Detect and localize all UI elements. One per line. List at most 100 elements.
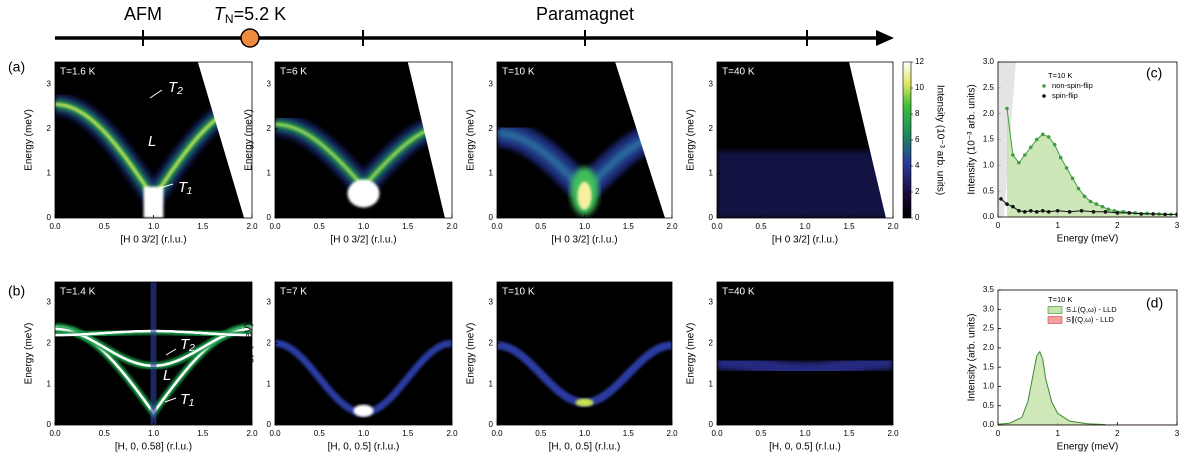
- y-axis-label: Intensity (10⁻³ arb. units): [967, 84, 978, 194]
- data-point: [1094, 202, 1099, 206]
- x-tick-label: 2: [1115, 221, 1120, 230]
- colorbar-label: Intensity (10⁻³ arb. units): [934, 85, 945, 195]
- x-axis-label: [H 0 3/2] (r.l.u.): [551, 235, 617, 246]
- y-axis-label: Energy (meV): [686, 323, 697, 385]
- y-tick-label: 1: [267, 379, 272, 388]
- x-tick-label: 0.5: [755, 222, 767, 231]
- annotation-arrow: [149, 89, 163, 99]
- y-tick-label: 3: [47, 298, 52, 307]
- heatmap-image: [55, 62, 252, 218]
- data-point: [1005, 202, 1009, 206]
- y-tick-label: 0: [47, 420, 52, 429]
- annotation: L: [163, 367, 171, 384]
- no-data-region: [197, 62, 252, 218]
- x-tick-label: 2.0: [666, 429, 678, 438]
- x-tick-label: 2.0: [887, 429, 899, 438]
- data-point: [1052, 142, 1057, 147]
- y-tick-label: 2: [489, 124, 494, 133]
- legend-label: spin-flip: [1052, 91, 1078, 100]
- x-tick-label: 0.5: [99, 429, 111, 438]
- heatmap-image: [497, 62, 672, 218]
- y-tick-label: 1.0: [983, 382, 995, 391]
- x-tick-label: 2.0: [887, 222, 899, 231]
- y-tick-label: 3: [47, 79, 52, 88]
- data-point: [1046, 135, 1051, 139]
- data-point: [1076, 186, 1081, 191]
- intensity-spot: [353, 404, 374, 417]
- y-tick-label: 2.0: [983, 343, 995, 352]
- heatmap-image: [717, 62, 893, 218]
- y-tick-label: 2: [47, 338, 52, 347]
- y-tick-label: 0: [489, 213, 494, 222]
- heatmap-panel: 0.0 0.5 1.0 1.5 2.0 0 1 2 3 [H 0 3/2] (r.l.u.) Ene…: [244, 61, 458, 246]
- y-tick-label: 0: [267, 213, 272, 222]
- heatmap-background: [717, 282, 893, 425]
- y-tick-label: 1: [47, 379, 52, 388]
- panel-label: (d): [1146, 295, 1163, 311]
- data-point: [1058, 155, 1063, 160]
- colorbar-tick-label: 4: [915, 161, 920, 170]
- x-tick-label: 0.0: [49, 222, 61, 231]
- transition-symbol: T: [214, 4, 227, 24]
- y-tick-label: 1: [47, 169, 52, 178]
- y-tick-label: 1: [709, 169, 714, 178]
- annotation-arrow: [165, 348, 177, 356]
- x-tick-label: 0.5: [535, 429, 547, 438]
- transition-subscript: N: [225, 12, 234, 26]
- panel-title: T=7 K: [280, 287, 307, 298]
- colorbar-gradient: [902, 61, 912, 219]
- data-point: [1088, 199, 1093, 204]
- data-point: [1103, 210, 1108, 214]
- y-tick-label: 2: [709, 124, 714, 133]
- legend-swatch: [1047, 306, 1063, 314]
- x-tick-label: 1.5: [402, 222, 414, 231]
- panel-label: (b): [8, 283, 25, 299]
- x-axis-label: [H 0 3/2] (r.l.u.): [330, 235, 396, 246]
- intensity-spot: [143, 186, 164, 218]
- y-tick-label: 3: [489, 79, 494, 88]
- x-tick-label: 0.0: [49, 429, 61, 438]
- y-axis-label: Energy (meV): [24, 109, 35, 171]
- intensity-haze: [717, 151, 893, 218]
- annotation: T₂: [180, 336, 195, 353]
- series-area: [1006, 108, 1172, 217]
- x-axis-label: [H 0 3/2] (r.l.u.): [120, 235, 186, 246]
- y-tick-label: 0: [489, 420, 494, 429]
- panel-label: (c): [1146, 65, 1162, 81]
- data-point: [1175, 212, 1177, 217]
- y-tick-label: 3.0: [983, 57, 995, 66]
- annotation: T₂: [168, 79, 183, 96]
- x-tick-label: 1.5: [623, 222, 635, 231]
- y-tick-label: 2: [267, 338, 272, 347]
- x-tick-label: 0.0: [269, 429, 281, 438]
- x-tick-label: 0.5: [314, 429, 326, 438]
- colorbar-tick-label: 0: [915, 213, 920, 222]
- y-tick-label: 3: [709, 298, 714, 307]
- y-tick-label: 0: [709, 213, 714, 222]
- heatmap-image: [497, 282, 672, 425]
- y-tick-label: 3.5: [983, 285, 995, 294]
- data-point: [1127, 211, 1132, 215]
- heatmap-panel: 0.0 0.5 1.0 1.5 2.0 0 1 2 3 [H, 0, 0.58] (r.l.u.)…: [24, 281, 258, 453]
- colorbar-tick-label: 6: [915, 135, 920, 144]
- legend-title: T=10 K: [1048, 295, 1072, 304]
- panel-title: T=1.6 K: [60, 67, 96, 78]
- data-point: [999, 197, 1003, 201]
- x-tick-label: 0.0: [491, 429, 503, 438]
- x-tick-label: 2.0: [666, 222, 678, 231]
- data-point: [1029, 209, 1033, 213]
- arrow-head: [876, 30, 894, 46]
- x-axis-label: [H 0 3/2] (r.l.u.): [772, 235, 838, 246]
- data-point: [1046, 210, 1051, 214]
- y-tick-label: 3: [709, 79, 714, 88]
- legend-marker: [1042, 94, 1046, 98]
- panel-title: T=1.4 K: [60, 287, 96, 298]
- y-tick-label: 1: [267, 169, 272, 178]
- heatmap-image: [717, 282, 893, 425]
- panel-title: T=6 K: [280, 67, 307, 78]
- y-tick-label: 1.0: [983, 160, 995, 169]
- legend-label: S∥(Q,ω) - LLD: [1066, 315, 1115, 324]
- data-point: [1151, 212, 1155, 216]
- chart-panel: 0 1 2 3 0.0 0.5 1.0 1.5 2.0 2.5 3.0 3.5 Energy (meV)…: [967, 285, 1180, 453]
